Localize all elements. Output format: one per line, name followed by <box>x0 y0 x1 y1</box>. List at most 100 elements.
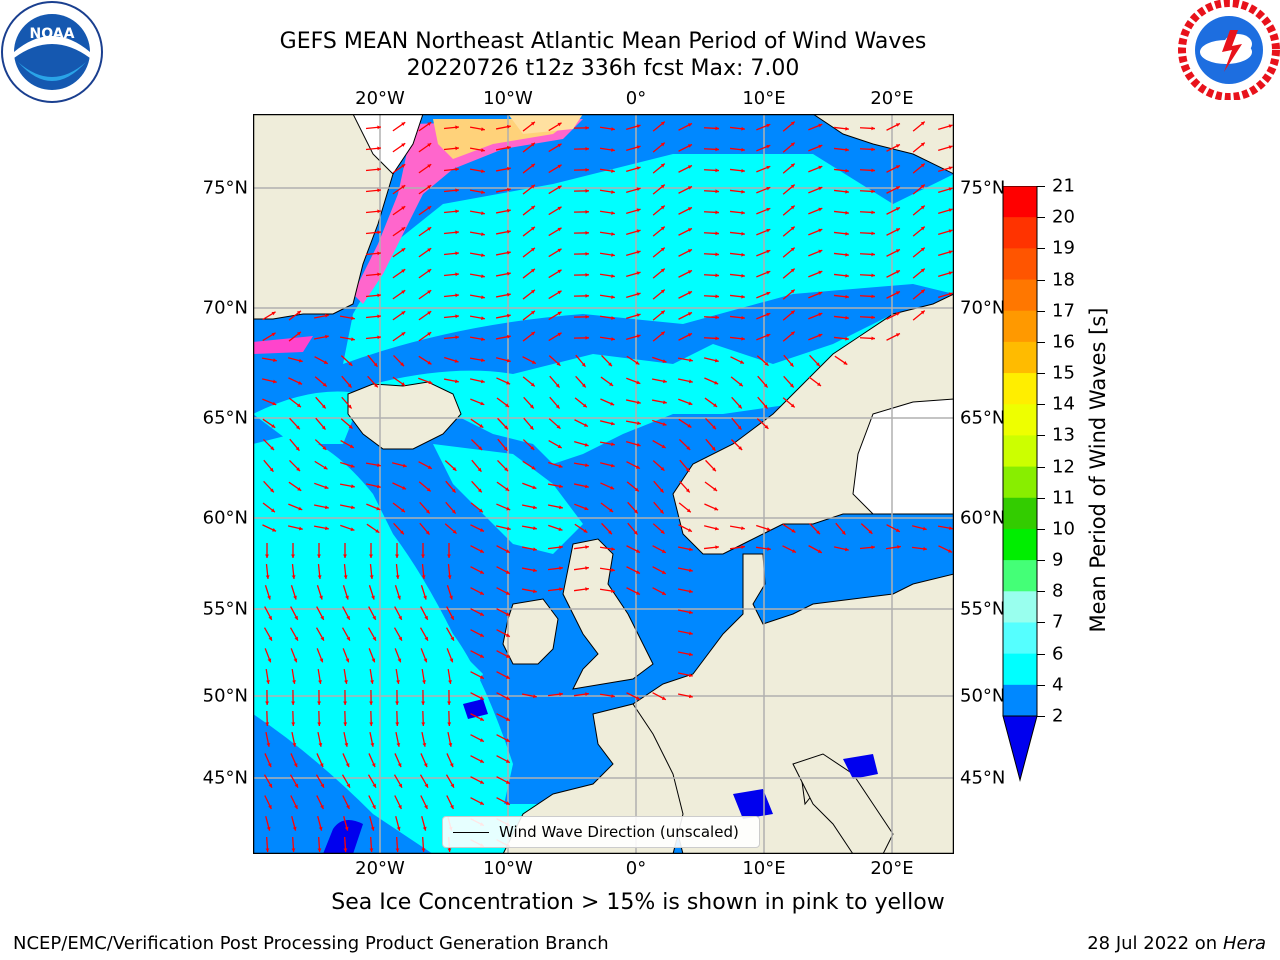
wind-wave-arrow <box>339 336 355 341</box>
wind-wave-arrow <box>549 396 561 409</box>
wind-wave-arrow <box>599 147 615 152</box>
wind-wave-arrow <box>652 460 665 472</box>
wind-wave-arrow <box>626 250 641 257</box>
wind-wave-arrow <box>731 396 743 409</box>
wind-wave-arrow <box>548 185 562 195</box>
wind-wave-arrow <box>340 418 354 430</box>
wind-wave-arrow <box>495 166 511 172</box>
wind-wave-arrow <box>729 294 746 299</box>
colorbar-tick-label: 11 <box>1052 487 1075 509</box>
wind-wave-arrow <box>626 145 641 152</box>
wind-wave-arrow <box>599 273 615 278</box>
colorbar-segment <box>1003 310 1037 343</box>
wind-wave-arrow <box>365 314 382 319</box>
wind-wave-arrow <box>447 710 452 727</box>
wind-wave-arrow <box>418 289 432 300</box>
wind-wave-arrow <box>341 375 353 389</box>
wind-wave-arrow <box>652 289 666 300</box>
wind-wave-arrow <box>912 310 926 321</box>
wind-wave-arrow <box>679 480 691 493</box>
wind-wave-arrow <box>288 397 302 408</box>
sea-ice-note: Sea Ice Concentration > 15% is shown in … <box>331 890 945 915</box>
wind-wave-arrow <box>368 753 376 768</box>
wind-wave-arrow <box>729 545 745 550</box>
wind-wave-arrow <box>912 268 926 279</box>
wind-wave-arrow <box>652 142 666 153</box>
lon-tick-top: 0° <box>625 88 647 109</box>
wind-wave-arrow <box>833 210 850 215</box>
wind-wave-arrow <box>343 836 348 853</box>
lat-tick-right: 75°N <box>960 177 1006 199</box>
wind-wave-arrow <box>653 501 665 514</box>
lon-tick-top: 10°W <box>483 88 533 109</box>
wind-wave-arrow <box>573 587 589 592</box>
wind-wave-arrow <box>369 542 373 559</box>
wind-wave-arrow <box>262 524 277 532</box>
colorbar-tick-label: 16 <box>1052 331 1075 353</box>
wind-wave-arrow <box>443 251 460 256</box>
wind-wave-arrow <box>394 606 403 621</box>
wind-wave-arrow <box>341 627 351 642</box>
wind-wave-arrow <box>496 377 511 385</box>
wind-wave-arrow <box>756 186 771 194</box>
colorbar-tick-label: 12 <box>1052 456 1075 478</box>
wind-wave-arrow <box>471 480 483 493</box>
wind-wave-arrow <box>313 504 329 510</box>
wind-wave-arrow <box>495 229 511 235</box>
wind-wave-arrow <box>496 755 511 764</box>
wind-wave-arrow <box>938 292 953 299</box>
wind-wave-arrow <box>317 816 323 831</box>
wind-wave-arrow <box>317 668 322 684</box>
wind-wave-arrow <box>886 164 901 173</box>
wind-wave-arrow <box>447 668 452 684</box>
wind-wave-arrow <box>912 121 926 132</box>
wind-wave-arrow <box>912 205 926 216</box>
colorbar-segment <box>1003 497 1037 530</box>
wind-wave-arrow <box>317 542 321 559</box>
wind-wave-arrow <box>421 836 426 853</box>
wind-wave-arrow <box>808 333 823 341</box>
wind-wave-arrow <box>369 816 375 831</box>
wind-wave-arrow <box>469 336 485 342</box>
wind-wave-arrow <box>756 333 771 341</box>
wind-wave-arrow <box>756 207 771 215</box>
wind-wave-arrow <box>288 377 303 385</box>
wind-wave-arrow <box>677 546 693 552</box>
wind-wave-arrow <box>652 587 667 596</box>
wind-wave-arrow <box>678 524 693 533</box>
wind-wave-arrow <box>626 292 641 299</box>
wind-wave-arrow <box>291 542 295 559</box>
colorbar-tick-mark <box>1037 684 1045 686</box>
wind-wave-arrow <box>470 671 485 680</box>
wind-wave-arrow <box>496 608 511 617</box>
wind-wave-arrow <box>264 795 272 810</box>
wind-wave-arrow <box>599 441 615 447</box>
wind-wave-arrow <box>729 126 746 131</box>
wind-wave-arrow <box>265 710 270 727</box>
wind-wave-arrow <box>704 481 718 492</box>
wind-wave-arrow <box>367 774 377 788</box>
wind-wave-arrow <box>911 546 928 551</box>
wind-wave-arrow <box>444 460 457 472</box>
wind-wave-arrow <box>418 205 432 216</box>
wind-wave-arrow <box>367 354 378 368</box>
colorbar-tick-label: 8 <box>1052 580 1064 602</box>
wind-wave-arrow <box>522 142 536 153</box>
wind-wave-arrow <box>265 836 270 853</box>
wind-wave-arrow <box>756 249 771 257</box>
wind-wave-arrow <box>392 163 406 174</box>
wind-wave-arrow <box>418 163 432 174</box>
wind-wave-arrow <box>548 418 561 430</box>
wind-wave-arrow <box>938 145 953 152</box>
colorbar-tick-mark <box>1037 435 1045 437</box>
wind-wave-arrow <box>808 207 823 215</box>
lat-tick-right: 60°N <box>960 507 1006 529</box>
wind-wave-arrow <box>782 142 796 153</box>
lat-tick-right: 50°N <box>960 685 1006 707</box>
wind-wave-arrow <box>365 125 382 130</box>
wind-wave-arrow <box>469 168 485 174</box>
wind-wave-arrow <box>289 627 299 642</box>
wind-wave-arrow <box>703 210 720 215</box>
wind-wave-arrow <box>263 459 274 473</box>
wind-wave-arrow <box>704 397 718 408</box>
